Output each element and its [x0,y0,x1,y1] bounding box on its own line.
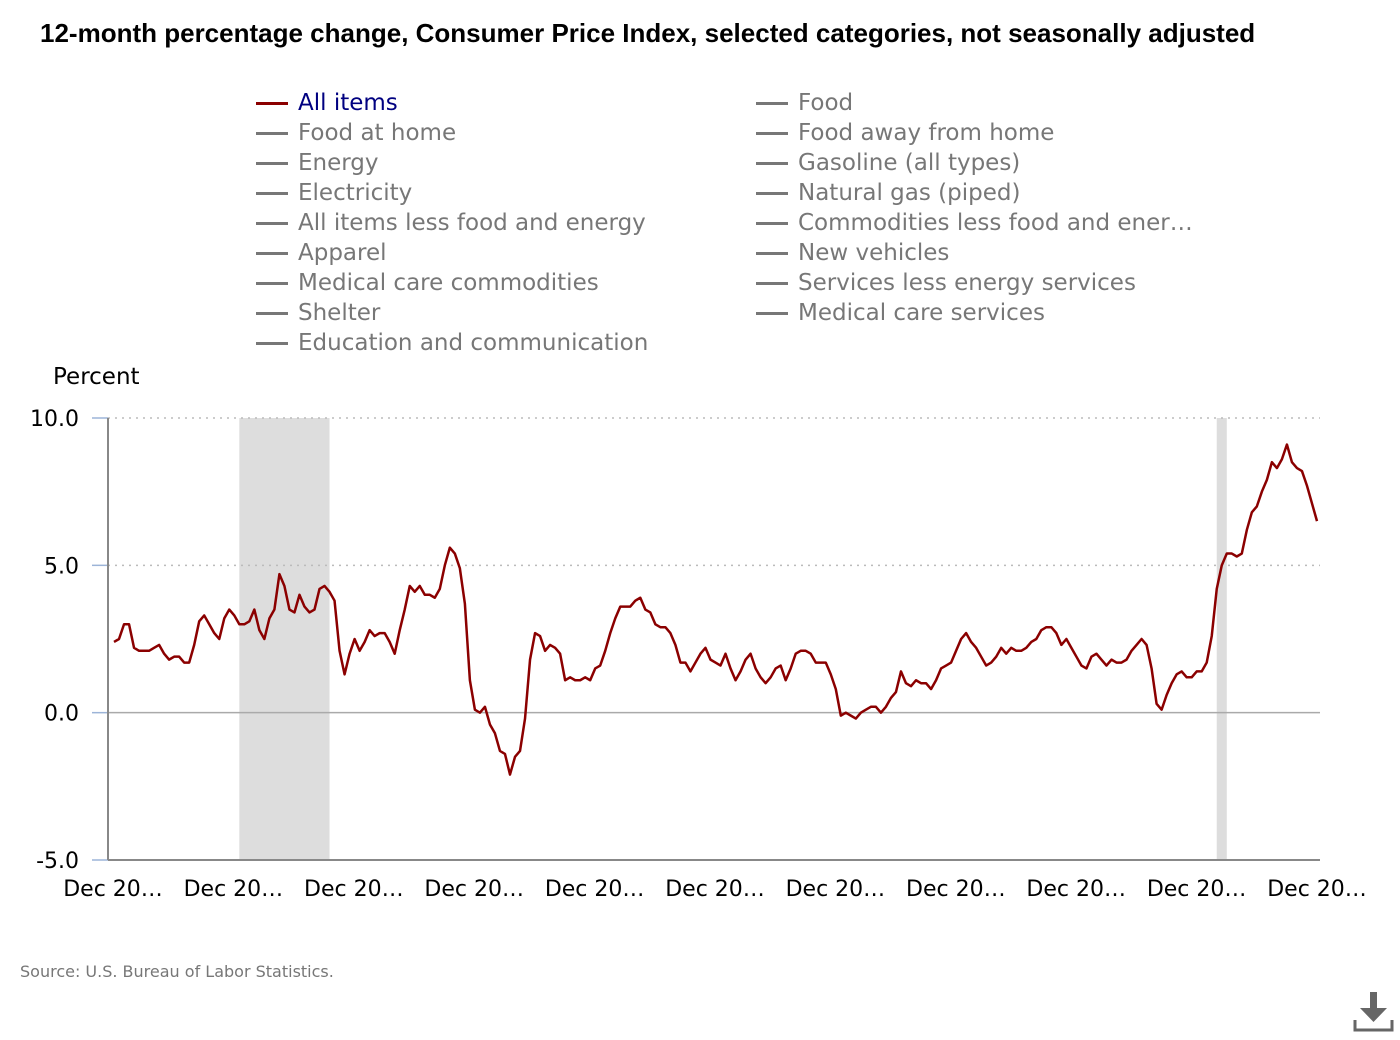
legend-item[interactable]: Gasoline (all types) [756,148,1020,178]
legend-swatch [256,281,288,285]
legend-item[interactable]: Apparel [256,238,387,268]
series-line-all-items[interactable] [113,443,1319,776]
x-tick-label: Dec 20… [424,877,524,900]
legend-swatch [256,221,288,225]
legend-label: Apparel [298,240,387,266]
legend-item[interactable]: Education and communication [256,328,648,358]
x-tick-label: Dec 20… [1267,877,1367,900]
recession-band [1216,418,1227,860]
x-tick-labels: Dec 20… Dec 20… Dec 20… Dec 20… Dec 20… Dec 2… [63,877,1367,900]
legend-item[interactable]: Commodities less food and ener… [756,208,1193,238]
recession-shading [239,418,1227,860]
y-tick-label: 0.0 [44,702,79,727]
legend-item[interactable]: Medical care services [756,298,1045,328]
download-button[interactable] [1350,990,1396,1036]
legend: All items Food at home Energy Electricity Al… [256,88,1256,360]
legend-item[interactable]: All items less food and energy [256,208,646,238]
legend-swatch [256,341,288,345]
legend-swatch [756,191,788,195]
series-lines [113,443,1319,776]
legend-label: Education and communication [298,330,649,356]
legend-swatch [756,221,788,225]
source-note: Source: U.S. Bureau of Labor Statistics. [20,962,334,981]
chart-title: 12-month percentage change, Consumer Pri… [40,18,1256,48]
legend-swatch [756,131,788,135]
legend-label: Food at home [298,120,457,146]
x-tick-label: Dec 20… [906,877,1006,900]
x-tick-label: Dec 20… [1026,877,1126,900]
legend-label: Medical care services [798,300,1045,326]
legend-swatch [756,101,788,105]
legend-label: Natural gas (piped) [798,180,1021,206]
x-tick-label: Dec 20… [786,877,886,900]
y-tick-label: 5.0 [44,554,79,579]
legend-swatch [756,311,788,315]
legend-swatch [256,131,288,135]
y-tick-label: -5.0 [36,849,79,874]
legend-swatch [256,161,288,165]
legend-item[interactable]: Natural gas (piped) [756,178,1020,208]
x-tick-label: Dec 20… [63,877,163,900]
legend-item[interactable]: New vehicles [756,238,949,268]
legend-swatch [256,101,288,105]
legend-item[interactable]: Shelter [256,298,380,328]
legend-item[interactable]: Medical care commodities [256,268,599,298]
legend-label: Energy [298,150,379,176]
legend-label: Medical care commodities [298,270,599,296]
legend-swatch [756,161,788,165]
legend-item[interactable]: Food away from home [756,118,1054,148]
legend-swatch [256,311,288,315]
line-chart: 10.05.00.0-5.0 Dec 20… Dec 20… Dec 20… Dec … [30,407,1367,900]
legend-label: All items less food and energy [298,210,646,236]
x-tick-label: Dec 20… [1147,877,1247,900]
legend-item[interactable]: Food at home [256,118,456,148]
legend-item[interactable]: Services less energy services [756,268,1136,298]
legend-swatch [756,281,788,285]
legend-label: Gasoline (all types) [798,150,1021,176]
y-axis-label: Percent [53,364,140,390]
legend-label: Commodities less food and ener… [798,210,1193,236]
recession-band [239,418,330,860]
x-tick-label: Dec 20… [184,877,284,900]
legend-label: New vehicles [798,240,950,266]
legend-label: Food [798,90,854,116]
legend-item[interactable]: All items [256,88,398,118]
x-tick-label: Dec 20… [304,877,404,900]
legend-label: Food away from home [798,120,1055,146]
legend-item[interactable]: Electricity [256,178,412,208]
legend-label: Electricity [298,180,413,206]
legend-label: Shelter [298,300,381,326]
legend-swatch [256,251,288,255]
axes [107,418,1320,861]
gridlines [92,417,1320,861]
legend-label: All items [298,90,398,116]
legend-swatch [256,191,288,195]
y-tick-labels: 10.0 5.0 0.0 -5.0 [30,407,79,874]
legend-label: Services less energy services [798,270,1136,296]
download-icon [1353,992,1394,1032]
legend-item[interactable]: Food [756,88,853,118]
legend-swatch [756,251,788,255]
y-tick-label: 10.0 [30,407,79,432]
x-tick-label: Dec 20… [665,877,765,900]
legend-item[interactable]: Energy [256,148,379,178]
x-tick-label: Dec 20… [545,877,645,900]
